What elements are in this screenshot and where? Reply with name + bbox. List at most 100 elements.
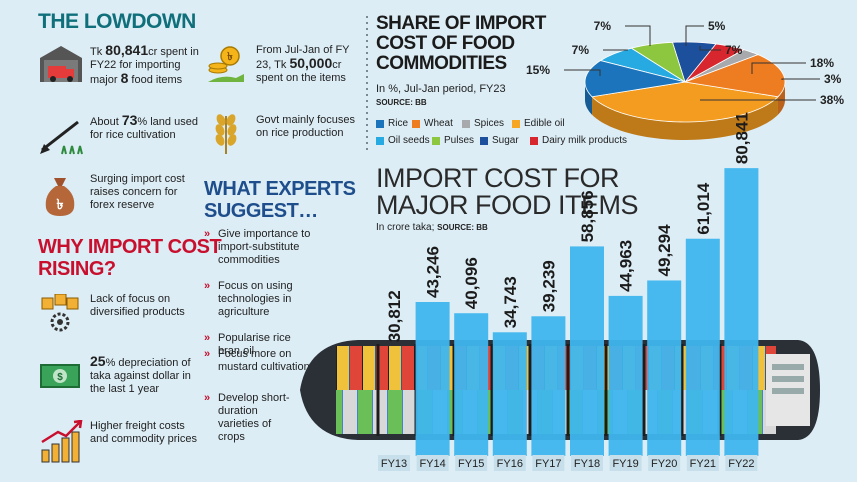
chevron-right-icon: » (204, 280, 211, 292)
boxes-gear-icon (41, 294, 79, 332)
rice-plant-icon (215, 114, 237, 154)
legend-label: Wheat (424, 118, 453, 129)
legend-item: Rice (376, 118, 408, 129)
bar (377, 346, 411, 456)
coins-hand-icon: ৳ (208, 46, 244, 82)
legend-item: Pulses (432, 135, 474, 146)
legend-item: Edible oil (512, 118, 565, 129)
pie-slice-label: 7% (725, 43, 743, 57)
pie-leader-line (685, 25, 704, 46)
pie-slice-label: 5% (708, 19, 726, 33)
share-subtitle: In %, Jul-Jan period, FY23 (376, 83, 506, 95)
pie-slice (683, 54, 786, 98)
legend-label: Rice (388, 118, 409, 129)
legend-label: Oil seeds (388, 135, 430, 146)
pie-slice-label: 7% (594, 19, 612, 33)
share-title: SHARE OF IMPORT COST OF FOOD COMMODITIES (376, 13, 546, 74)
legend-swatch (530, 136, 538, 145)
legend-label: Pulses (444, 135, 475, 146)
expert-suggestion-3: » Popularise rice bran oil (204, 332, 291, 357)
truck-warehouse-icon (40, 46, 82, 82)
legend-swatch (512, 119, 520, 128)
legend-label: Spices (474, 118, 505, 129)
bar-value-label: 44,963 (617, 240, 636, 292)
why-item-1: Lack of focus on diversified products (90, 293, 185, 318)
legend-label: Edible oil (524, 118, 565, 129)
x-tick-box (493, 455, 526, 471)
experts-title: WHAT EXPERTS SUGGEST… (204, 178, 356, 222)
why-item-3: Higher freight costs and commodity price… (90, 420, 197, 445)
bar (570, 246, 604, 456)
legend-swatch (480, 136, 488, 145)
lowdown-item-3: About 73% land used for rice cultivation (90, 112, 198, 141)
expert-suggestion-2: » Focus on using technologies in agricult… (204, 280, 293, 318)
pie-leader-line (564, 69, 601, 76)
legend-swatch (376, 119, 384, 128)
bar-value-label: 30,812 (385, 290, 404, 342)
bar-value-label: 34,743 (501, 276, 520, 328)
bar-value-label: 49,294 (655, 224, 674, 277)
svg-text:$: $ (57, 372, 63, 383)
lowdown-item-2: From Jul-Jan of FY 23, Tk 50,000cr spent… (256, 44, 350, 84)
pie-chart: 38% 18% 3% 5% 7% 7% 7% 15% (526, 19, 844, 140)
bar (608, 295, 643, 456)
bar-subtitle: In crore taka; SOURCE: BB (376, 222, 488, 233)
legend-item: Wheat (412, 118, 453, 129)
banknote-icon: $ (40, 364, 80, 388)
bar-value-label: 61,014 (694, 182, 713, 235)
rising-bars-icon (41, 420, 83, 463)
bar-value-label: 39,239 (539, 260, 558, 312)
x-tick-label: FY18 (574, 458, 600, 470)
bar (724, 168, 759, 456)
divider-dots (366, 16, 368, 152)
x-tick-label: FY20 (651, 458, 677, 470)
lowdown-item-4: Govt mainly focuses on rice production (256, 114, 356, 139)
lowdown-title: THE LOWDOWN (38, 10, 196, 33)
x-tick-box (686, 455, 719, 471)
legend-swatch (432, 136, 440, 145)
x-tick-box (455, 455, 488, 471)
bar (492, 332, 527, 456)
svg-text:৳: ৳ (227, 51, 233, 63)
x-tick-label: FY17 (535, 458, 561, 470)
expert-suggestion-1: » Give importance to import-substitute co… (204, 228, 311, 266)
x-tick-label: FY22 (728, 458, 754, 470)
pie-slice-label: 15% (526, 63, 550, 77)
legend-label: Dairy milk products (542, 135, 628, 146)
pie-slice-label: 7% (572, 43, 590, 57)
lowdown-item-1: Tk 80,841cr spent in FY22 for importing … (90, 42, 199, 86)
pie-slice (584, 60, 686, 98)
bar (454, 313, 489, 456)
pie-slice (591, 81, 779, 123)
money-bag-icon: ৳ (45, 178, 75, 216)
expert-suggestion-4: » Focus more on mustard cultivation (204, 348, 310, 373)
legend-item: Dairy milk products (530, 135, 627, 146)
bar (415, 302, 450, 456)
svg-text:৳: ৳ (57, 196, 64, 212)
bar (685, 238, 720, 456)
why-title: WHY IMPORT COST RISING? (38, 236, 222, 280)
x-tick-box (648, 455, 681, 471)
pie-slice (671, 41, 717, 83)
x-tick-label: FY19 (612, 458, 638, 470)
bar-value-label: 40,096 (462, 257, 481, 309)
bar (647, 280, 682, 456)
pie-slice (599, 47, 686, 83)
x-tick-box (378, 455, 410, 471)
bar-value-label: 80,841 (732, 112, 751, 164)
plough-icon (40, 120, 83, 155)
share-source: SOURCE: BB (376, 98, 427, 107)
x-tick-box (571, 455, 603, 471)
pie-leader-line (751, 62, 806, 74)
bar-title: IMPORT COST FOR MAJOR FOOD ITEMS (376, 163, 639, 220)
x-tick-box (725, 455, 758, 471)
bar-value-label: 58,856 (578, 190, 597, 242)
x-tick-label: FY14 (419, 458, 445, 470)
x-tick-label: FY15 (458, 458, 484, 470)
why-item-2: 25% depreciation of taka against dollar … (90, 353, 191, 395)
chevron-right-icon: » (204, 332, 211, 344)
pie-slice-label: 38% (820, 93, 844, 107)
x-tick-label: FY16 (497, 458, 523, 470)
pie-slice-label: 3% (824, 72, 842, 86)
